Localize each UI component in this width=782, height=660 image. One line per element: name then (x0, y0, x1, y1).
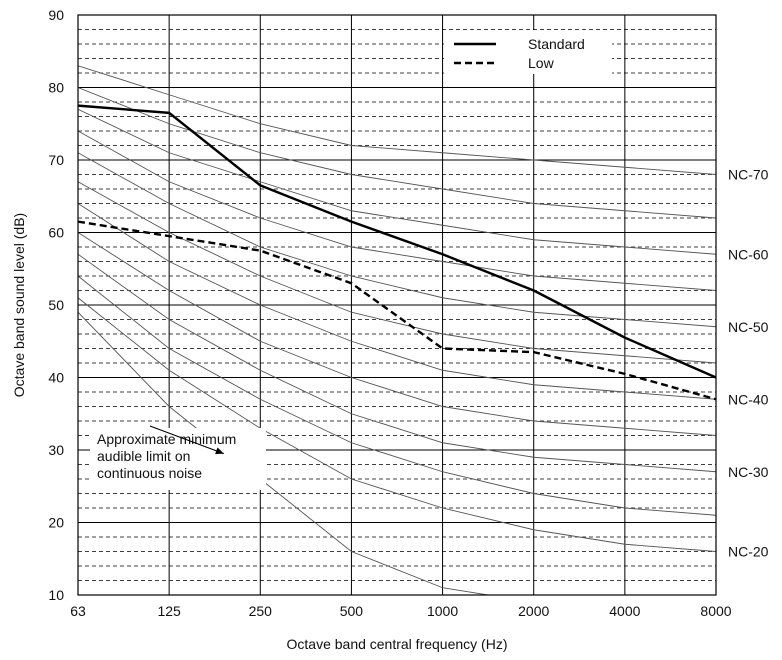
x-tick-label: 125 (157, 603, 181, 619)
x-tick-label: 63 (70, 603, 86, 619)
y-tick-label: 60 (48, 225, 64, 241)
data-series (77, 104, 717, 401)
x-tick-label: 8000 (700, 603, 731, 619)
series-line-standard (77, 104, 717, 379)
y-tick-label: 70 (48, 152, 64, 168)
nc-curve (78, 87, 716, 219)
x-tick-label: 500 (340, 603, 364, 619)
nc-curve (78, 253, 716, 473)
legend-background (444, 30, 612, 74)
nc-curve (78, 108, 716, 255)
y-tick-label: 30 (48, 442, 64, 458)
legend-label-low: Low (528, 55, 555, 71)
plot-frame (77, 14, 717, 596)
nc-curves (78, 65, 716, 595)
legend-label-standard: Standard (528, 36, 585, 52)
nc-labels: NC-20 NC-30 NC-40 NC-50 NC-60 NC-70 (728, 167, 769, 560)
tick-labels: 10 20 30 40 50 60 70 80 90 63 125 250 500 1000 2000 400… (48, 7, 731, 619)
nc-curve (78, 65, 716, 175)
x-tick-label: 4000 (609, 603, 640, 619)
annotation-text-line: Approximate minimum (97, 431, 236, 447)
y-tick-label: 10 (48, 587, 64, 603)
annotation-arrow-line (149, 425, 225, 455)
nc-curve-label: NC-40 (728, 391, 769, 407)
nc-curve (78, 275, 716, 516)
nc-curve-label: NC-60 (728, 246, 769, 262)
y-tick-label: 40 (48, 370, 64, 386)
annotation-background (90, 428, 266, 490)
nc-curve-label: NC-50 (728, 319, 769, 335)
annotation-text-line: continuous noise (97, 465, 202, 481)
nc-curve (78, 297, 716, 552)
nc-curve (78, 232, 716, 436)
nc-curve (78, 152, 716, 328)
nc-curve-label: NC-70 (728, 167, 769, 183)
annotation-text-line: audible limit on (97, 448, 190, 464)
nc-curve-label: NC-20 (728, 544, 769, 560)
x-tick-label: 2000 (518, 603, 549, 619)
y-tick-label: 50 (48, 297, 64, 313)
legend: Standard Low (444, 30, 612, 74)
y-axis-label: Octave band sound level (dB) (11, 213, 27, 397)
nc-curve (78, 130, 716, 291)
y-tick-label: 90 (48, 7, 64, 23)
x-tick-label: 250 (249, 603, 273, 619)
series-line-low (77, 220, 717, 401)
nc-curve (78, 311, 492, 595)
x-axis-label: Octave band central frequency (Hz) (287, 636, 508, 652)
y-tick-label: 20 (48, 515, 64, 531)
annotation-arrow-head (215, 447, 224, 455)
y-tick-label: 80 (48, 80, 64, 96)
x-tick-label: 1000 (427, 603, 458, 619)
nc-curve (78, 181, 716, 364)
nc-curve-label: NC-30 (728, 464, 769, 480)
nc-curve (78, 203, 716, 400)
